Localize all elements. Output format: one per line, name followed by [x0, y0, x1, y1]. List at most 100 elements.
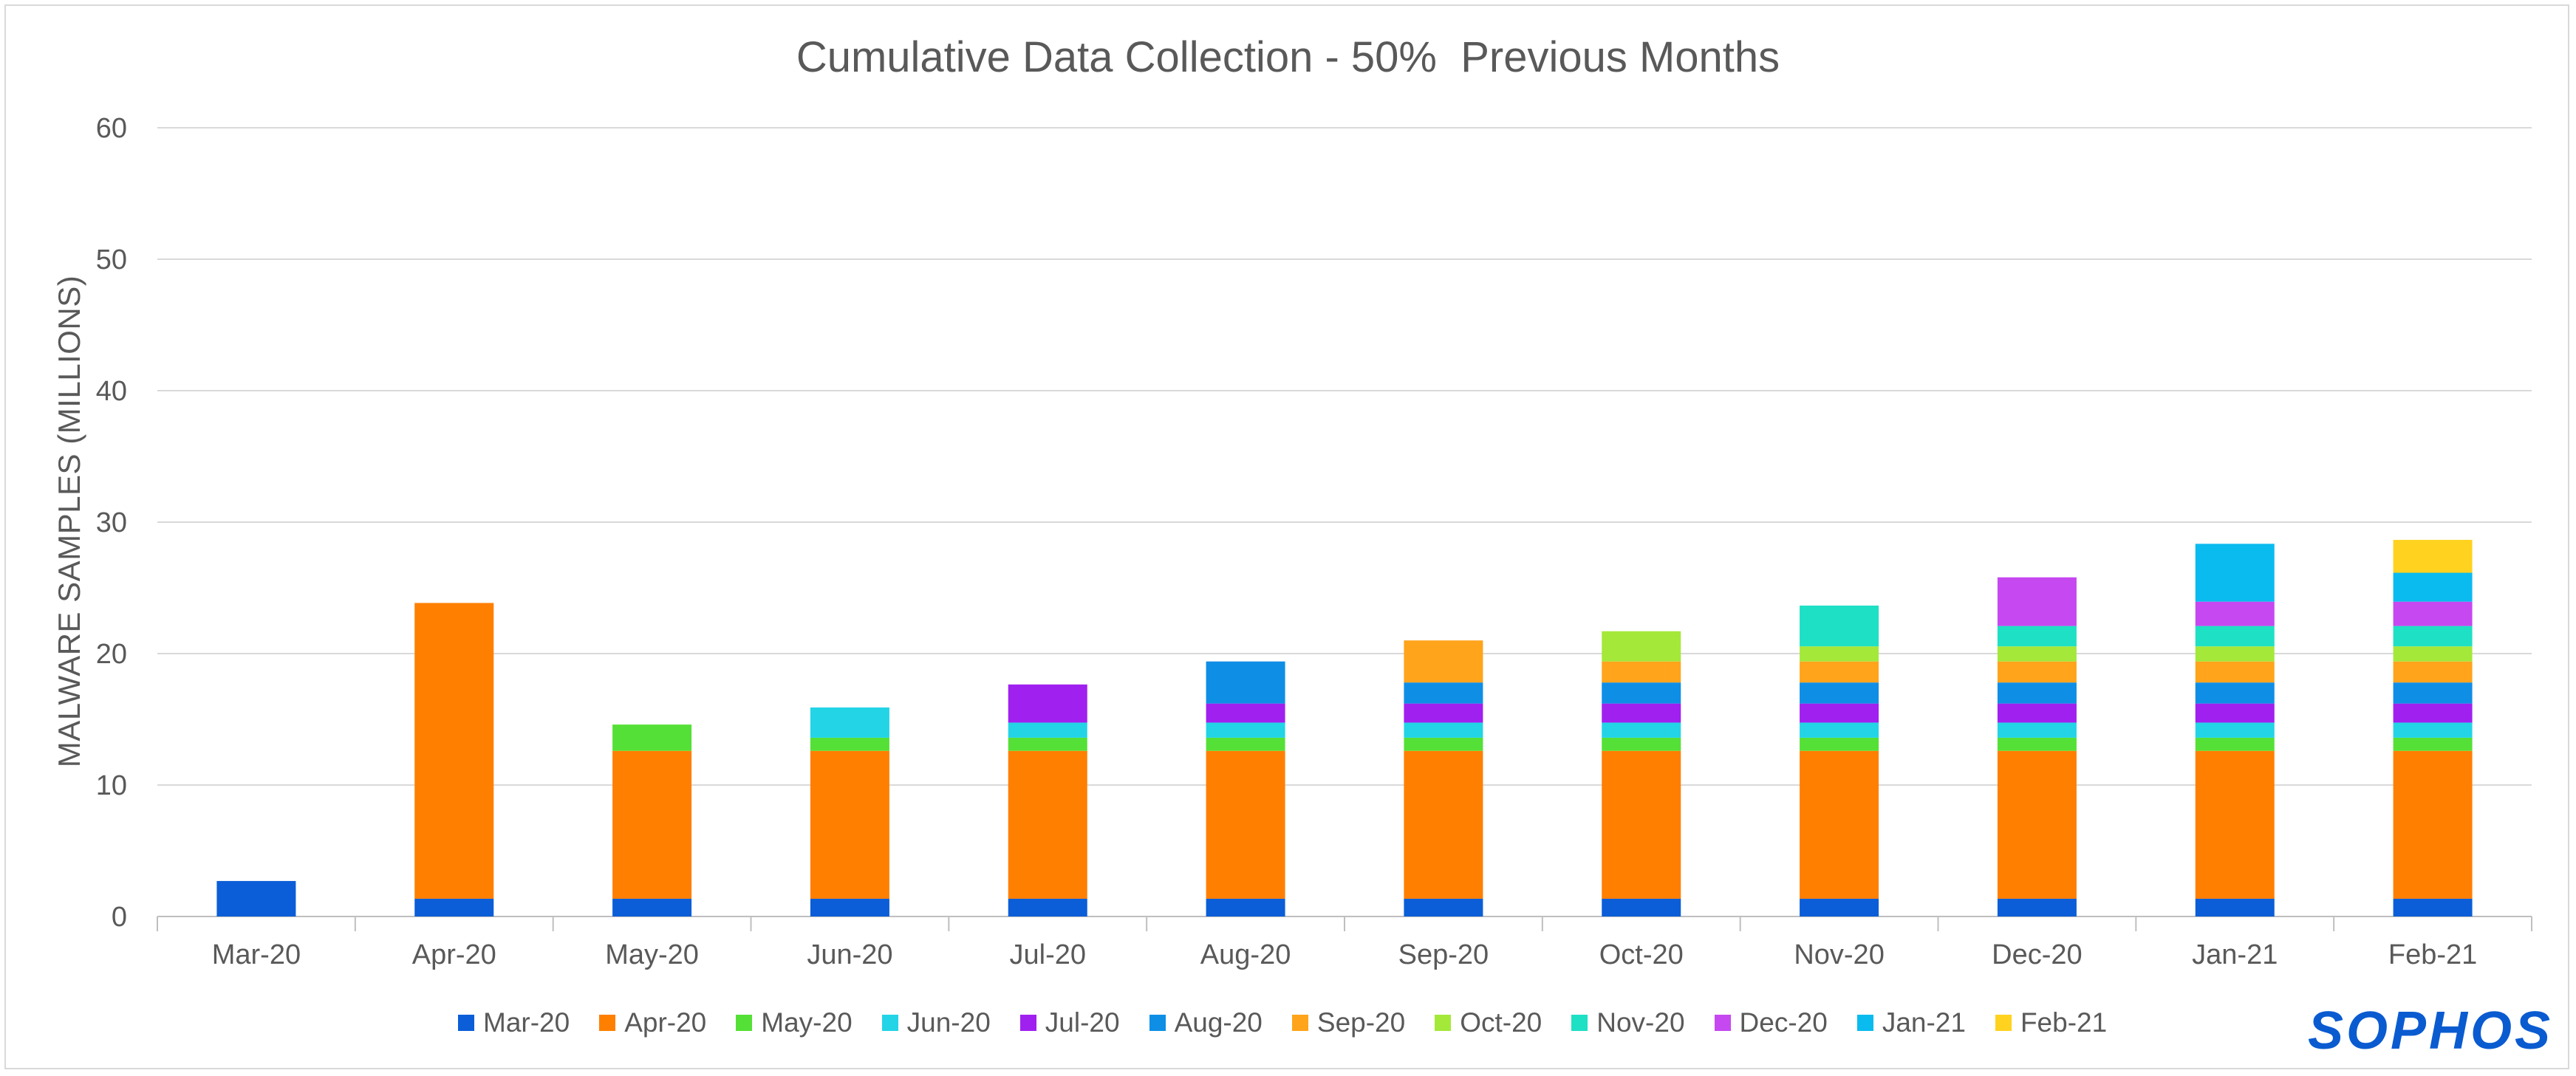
- legend-label: Oct-20: [1460, 1007, 1542, 1038]
- legend-label: Mar-20: [483, 1007, 570, 1038]
- bar-segment: [810, 707, 889, 738]
- legend-swatch: [1571, 1015, 1588, 1031]
- y-tick-label: 10: [96, 770, 127, 801]
- legend-item: Aug-20: [1149, 1007, 1263, 1038]
- bar-segment: [1800, 682, 1879, 704]
- legend-swatch: [736, 1015, 753, 1031]
- legend-item: May-20: [736, 1007, 853, 1038]
- bar-segment: [1602, 661, 1681, 683]
- chart-legend: Mar-20 Apr-20 May-20 Jun-20 Jul-20 Aug-20 Sep-…: [458, 1004, 2107, 1041]
- bar-segment: [1800, 898, 1879, 916]
- bar-segment: [2393, 722, 2473, 738]
- bar-segment: [2195, 703, 2275, 723]
- bar-segment: [810, 898, 889, 916]
- bar-segment: [2393, 737, 2473, 751]
- legend-swatch: [1019, 1015, 1036, 1031]
- bar-segment: [1800, 646, 1879, 662]
- y-tick-label: 0: [112, 902, 127, 933]
- bar-segment: [1008, 737, 1087, 751]
- bar-segment: [1997, 661, 2077, 683]
- bar-segment: [1008, 750, 1087, 899]
- bar-segment: [1800, 661, 1879, 683]
- legend-item: Sep-20: [1291, 1007, 1406, 1038]
- x-tick-label: Jul-20: [1010, 939, 1087, 970]
- bar-segment: [414, 898, 494, 916]
- legend-label: Aug-20: [1174, 1007, 1263, 1038]
- bar-segment: [810, 750, 889, 899]
- legend-swatch: [1714, 1015, 1731, 1031]
- bar-segment: [1206, 703, 1285, 723]
- legend-item: Jun-20: [881, 1007, 991, 1038]
- x-tick-label: Oct-20: [1599, 939, 1684, 970]
- bar-segment: [2393, 682, 2473, 704]
- bar-segment: [1602, 737, 1681, 751]
- y-tick-label: 60: [96, 113, 127, 144]
- bar-segment: [1602, 750, 1681, 899]
- bar-segment: [1997, 703, 2077, 723]
- legend-label: May-20: [761, 1007, 853, 1038]
- bar-segment: [2195, 646, 2275, 662]
- x-tick-label: May-20: [605, 939, 699, 970]
- bar-segment: [2393, 646, 2473, 662]
- x-tick-label: Nov-20: [1794, 939, 1885, 970]
- bar-segment: [1997, 722, 2077, 738]
- bar-segment: [2195, 661, 2275, 683]
- bar-segment: [810, 737, 889, 751]
- legend-item: Dec-20: [1714, 1007, 1828, 1038]
- legend-label: Feb-21: [2020, 1007, 2108, 1038]
- legend-label: Dec-20: [1739, 1007, 1828, 1038]
- legend-item: Nov-20: [1571, 1007, 1685, 1038]
- bar-segment: [1404, 682, 1483, 704]
- legend-label: Apr-20: [624, 1007, 707, 1038]
- legend-item: Apr-20: [599, 1007, 706, 1038]
- bar-segment: [2195, 898, 2275, 916]
- bar-segment: [1800, 722, 1879, 738]
- bar-segment: [1602, 898, 1681, 916]
- bar-segment: [612, 724, 692, 751]
- bar-segment: [1602, 631, 1681, 662]
- bar-segment: [1404, 737, 1483, 751]
- bar-segment: [1206, 661, 1285, 704]
- bar-segment: [1997, 737, 2077, 751]
- bar-segment: [1602, 703, 1681, 723]
- bar-segment: [1602, 682, 1681, 704]
- bar-segment: [2195, 682, 2275, 704]
- legend-swatch: [1149, 1015, 1166, 1031]
- sophos-logo: SOPHOS: [2308, 1001, 2554, 1060]
- x-tick-label: Jun-20: [807, 939, 892, 970]
- bar-segment: [1602, 722, 1681, 738]
- bar-segment: [1206, 737, 1285, 751]
- legend-swatch: [881, 1015, 898, 1031]
- x-tick-label: Jan-21: [2192, 939, 2278, 970]
- chart-frame: [4, 4, 2569, 1069]
- bar-segment: [1997, 646, 2077, 662]
- bar-segment: [612, 898, 692, 916]
- bar-segment: [1404, 722, 1483, 738]
- legend-swatch: [1435, 1015, 1452, 1031]
- x-tick-label: Dec-20: [1992, 939, 2083, 970]
- y-tick-label: 30: [96, 507, 127, 538]
- bar-segment: [2393, 703, 2473, 723]
- legend-label: Nov-20: [1596, 1007, 1685, 1038]
- legend-label: Jul-20: [1045, 1007, 1120, 1038]
- x-tick-label: Feb-21: [2388, 939, 2477, 970]
- bar-segment: [1997, 898, 2077, 916]
- bar-segment: [1404, 750, 1483, 899]
- legend-label: Sep-20: [1316, 1007, 1406, 1038]
- legend-item: Jul-20: [1019, 1007, 1120, 1038]
- bar-segment: [1997, 682, 2077, 704]
- legend-item: Oct-20: [1435, 1007, 1542, 1038]
- legend-swatch: [1995, 1015, 2012, 1031]
- x-tick-label: Aug-20: [1200, 939, 1291, 970]
- legend-label: Jan-21: [1882, 1007, 1966, 1038]
- bar-segment: [2393, 661, 2473, 683]
- bar-segment: [2393, 572, 2473, 602]
- bar-segment: [2393, 540, 2473, 573]
- bar-segment: [1008, 684, 1087, 723]
- bar-segment: [1997, 750, 2077, 899]
- x-tick-label: Mar-20: [212, 939, 301, 970]
- bar-segment: [2195, 544, 2275, 602]
- bar-segment: [216, 880, 296, 916]
- bar-segment: [2195, 722, 2275, 738]
